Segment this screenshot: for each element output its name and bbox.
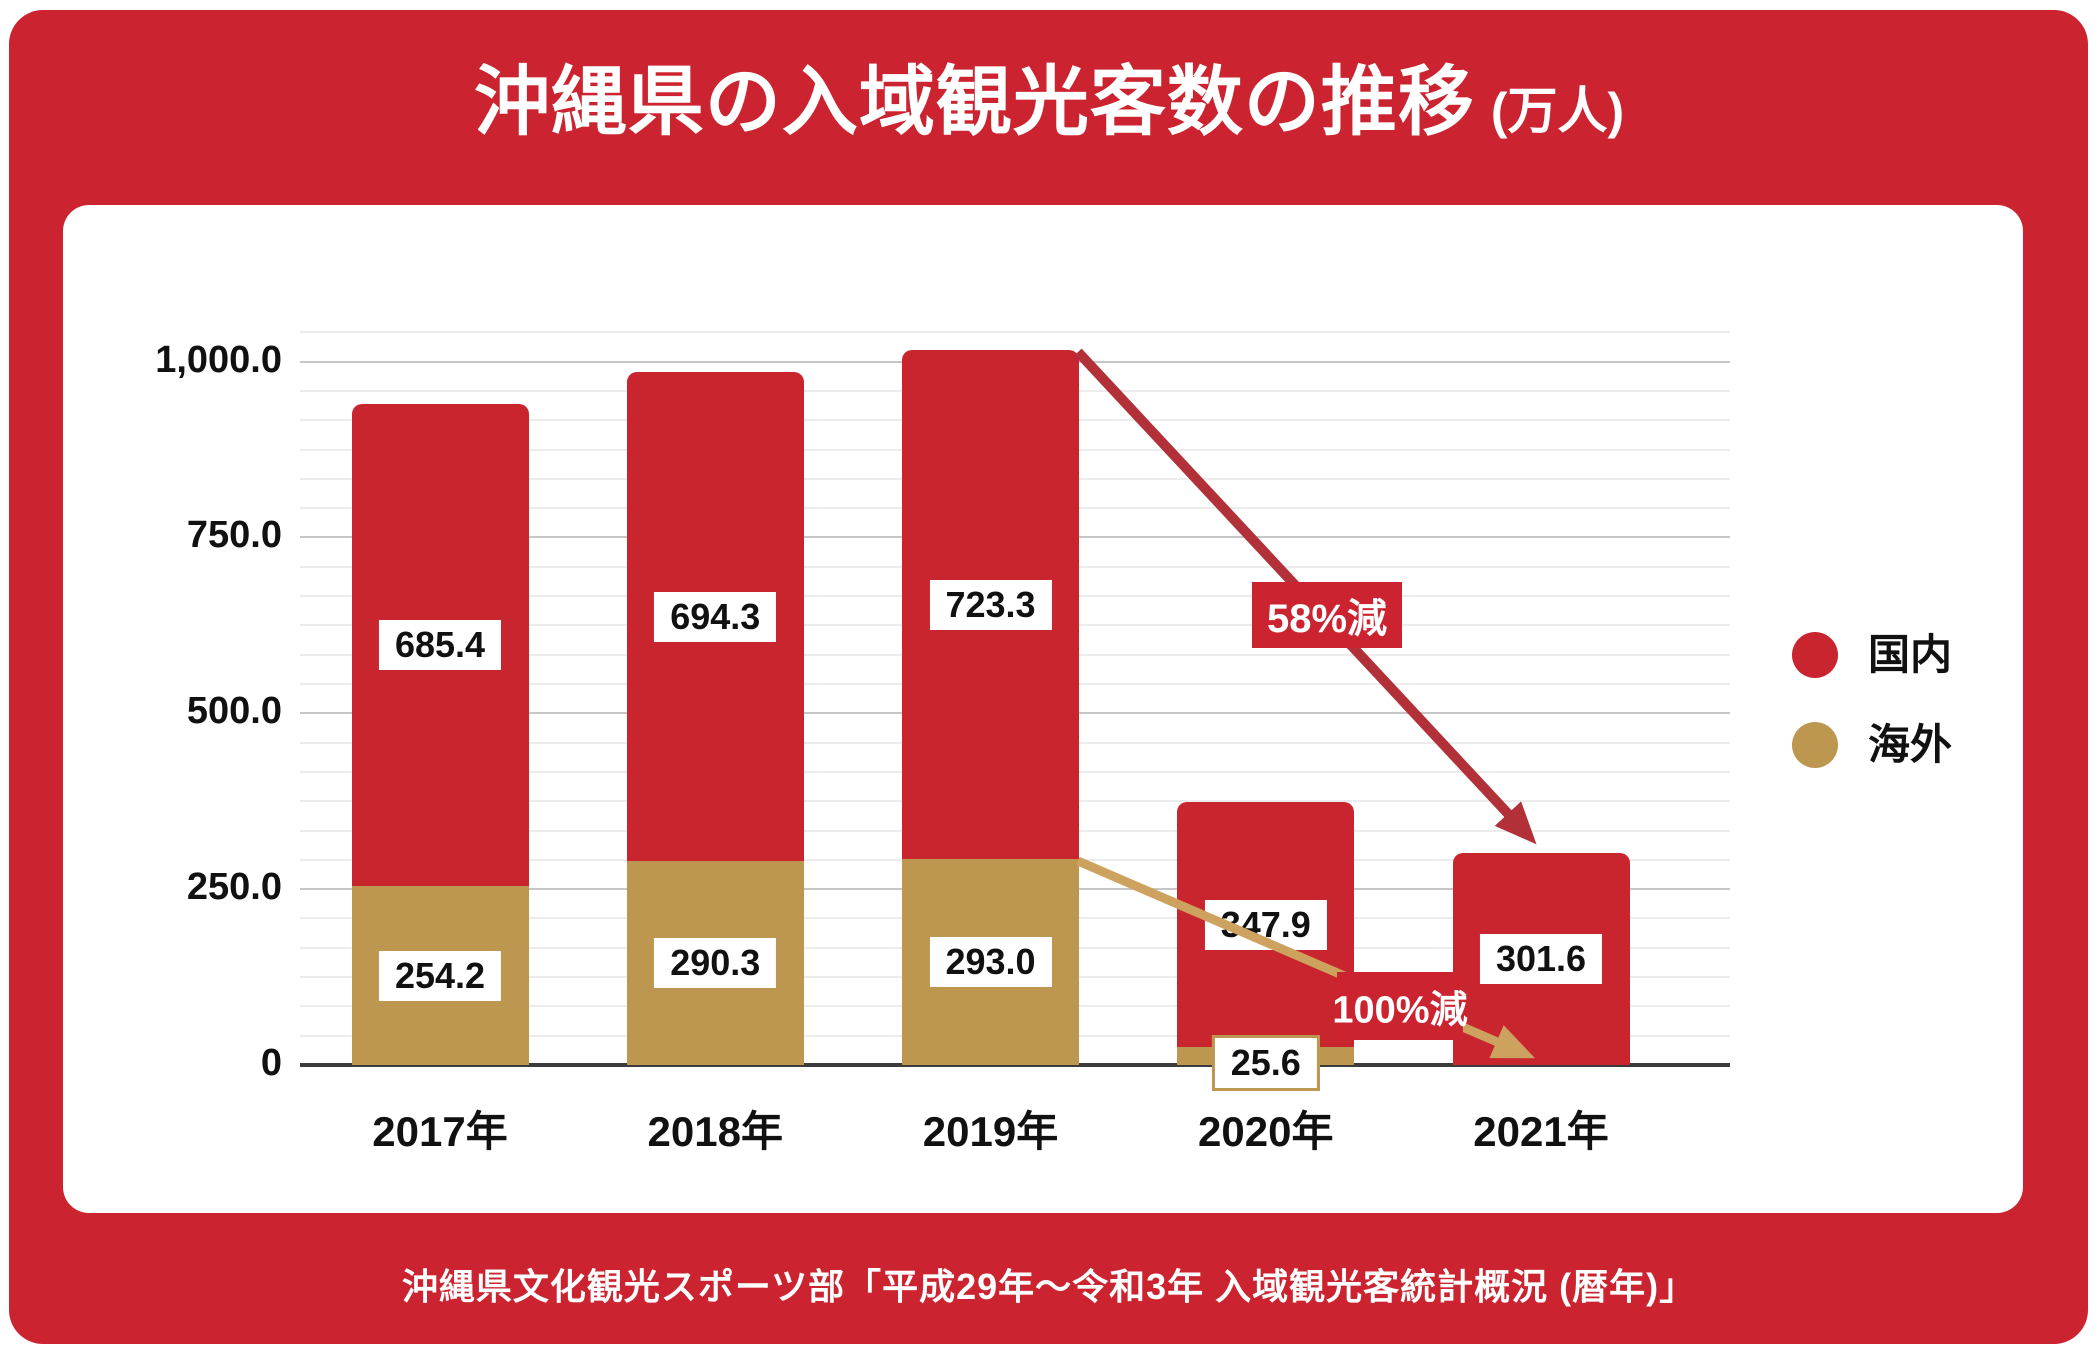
gridline-minor [300,331,1730,334]
x-axis-category-label: 2021年 [1473,1108,1609,1155]
source-note: 沖縄県文化観光スポーツ部「平成29年～令和3年 入域観光客統計概況 (暦年)」 [401,1266,1697,1307]
overseas-value-label: 254.2 [378,950,502,1001]
legend-color-dot [1792,722,1838,768]
domestic-value-label: 694.3 [654,591,777,642]
domestic-value-label: 685.4 [378,620,502,671]
x-axis-line [300,1063,1730,1067]
domestic-value-label: 723.3 [929,579,1052,630]
y-axis-tick-label: 0 [260,1042,282,1084]
legend-label: 海外 [1868,721,1953,768]
legend-item: 国内 [1792,630,1952,680]
annotation-58-box: 58%減 [1252,582,1402,648]
y-axis-tick-label: 500.0 [186,690,282,733]
page-title-text: 沖縄県の入域観光客数の推移 [473,60,1475,145]
overseas-value-label: 293.0 [929,936,1052,987]
legend-label: 国内 [1868,631,1953,678]
domestic-value-label: 301.6 [1479,933,1603,984]
overseas-value-label: 290.3 [654,937,777,988]
chart-legend: 国内 海外 [1792,630,1952,810]
y-axis-tick-label: 1,000.0 [155,338,282,381]
page-title: 沖縄県の入域観光客数の推移 (万人) [0,40,2098,150]
x-axis-category-label: 2020年 [1198,1108,1334,1155]
annotation-100-label: 100%減 [1332,989,1468,1032]
x-axis-category-label: 2018年 [647,1108,783,1155]
annotation-58-label: 58%減 [1266,597,1388,641]
page-title-unit: (万人) [1490,83,1625,139]
overseas-value-label: 25.6 [1211,1035,1320,1091]
x-axis-category-label: 2019年 [922,1108,1059,1155]
annotation-100-box [1337,972,1463,1040]
legend-color-dot [1792,632,1838,678]
y-axis-tick-label: 750.0 [186,514,282,557]
legend-item: 海外 [1792,720,1952,770]
y-axis-tick-label: 250.0 [186,866,282,909]
x-axis-category-label: 2017年 [372,1108,508,1155]
